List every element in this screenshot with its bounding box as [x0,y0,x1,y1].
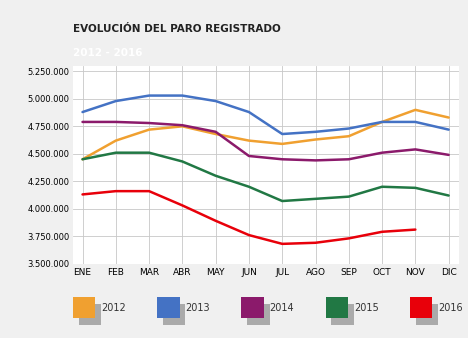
FancyBboxPatch shape [247,304,270,325]
Text: 2013: 2013 [185,303,210,313]
FancyBboxPatch shape [79,304,101,325]
Text: 2012: 2012 [101,303,126,313]
FancyBboxPatch shape [410,297,432,318]
Text: 2016: 2016 [438,303,463,313]
FancyBboxPatch shape [73,297,95,318]
FancyBboxPatch shape [416,304,438,325]
FancyBboxPatch shape [163,304,185,325]
FancyBboxPatch shape [157,297,180,318]
Text: 2015: 2015 [354,303,379,313]
Text: 2012 - 2016: 2012 - 2016 [73,48,143,58]
Text: EVOLUCIÓN DEL PARO REGISTRADO: EVOLUCIÓN DEL PARO REGISTRADO [73,24,281,34]
FancyBboxPatch shape [326,297,348,318]
FancyBboxPatch shape [331,304,354,325]
Text: 2014: 2014 [270,303,294,313]
FancyBboxPatch shape [241,297,264,318]
